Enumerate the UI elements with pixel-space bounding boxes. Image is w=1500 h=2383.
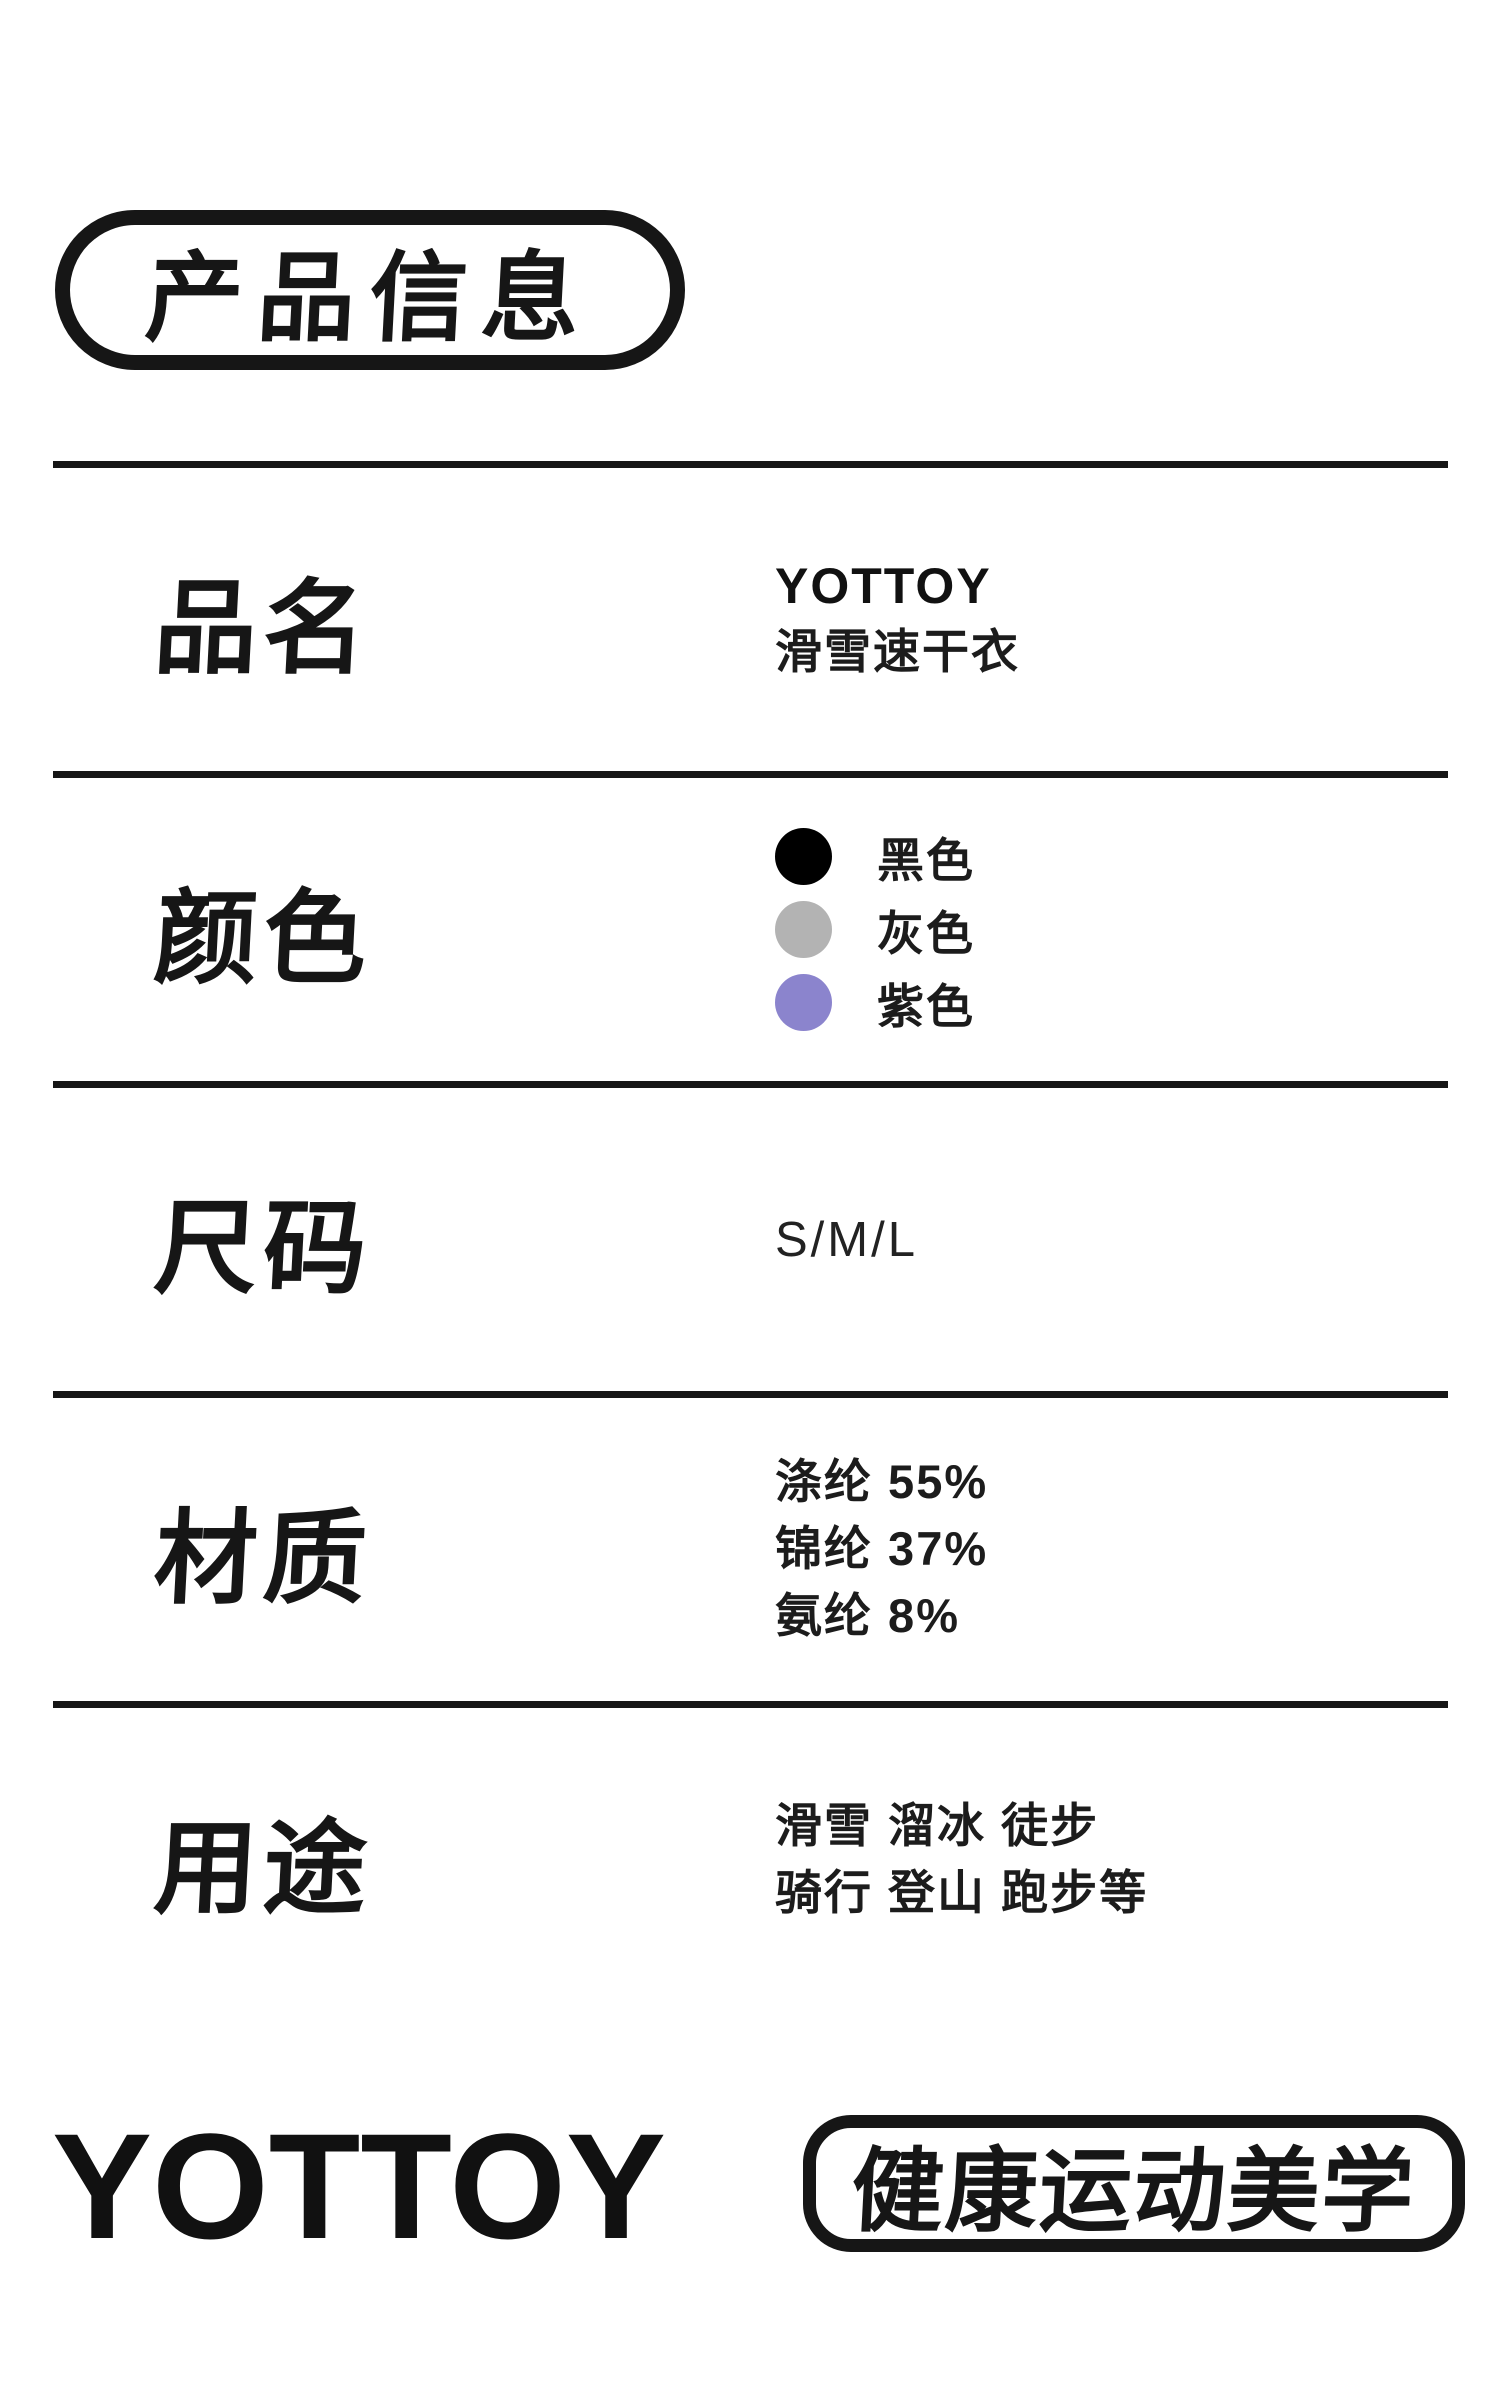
row-sizes: 尺码 S/M/L xyxy=(53,1081,1448,1391)
row-product-name: 品名 YOTTOY 滑雪速干衣 xyxy=(53,461,1448,771)
purple-swatch-icon xyxy=(775,974,832,1031)
sizes-value: S/M/L xyxy=(775,1088,918,1391)
brand-logo: YOTTOY xyxy=(52,2102,666,2270)
product-name-value: YOTTOY 滑雪速干衣 xyxy=(775,468,1020,771)
slogan-badge: 健康运动美学 xyxy=(803,2115,1465,2252)
color-option-gray: 灰色 xyxy=(775,893,975,966)
colors-value: 黑色 灰色 紫色 xyxy=(775,778,975,1081)
material-value: 涤纶 55% 锦纶 37% 氨纶 8% xyxy=(775,1398,988,1701)
usage-value: 滑雪 溜冰 徒步 骑行 登山 跑步等 xyxy=(775,1708,1148,2011)
gray-swatch-icon xyxy=(775,901,832,958)
usage-line-2: 骑行 登山 跑步等 xyxy=(775,1865,1149,1919)
brand-name-text: YOTTOY xyxy=(775,557,992,614)
material-line-3: 氨纶 8% xyxy=(775,1588,960,1642)
material-line-1: 涤纶 55% xyxy=(775,1455,989,1509)
product-info-badge: 产品信息 xyxy=(55,210,685,370)
color-option-purple: 紫色 xyxy=(775,966,975,1039)
page-title: 产品信息 xyxy=(142,243,597,353)
product-name-label: 品名 xyxy=(151,571,376,686)
row-colors: 颜色 黑色 灰色 紫色 xyxy=(53,771,1448,1081)
slogan-text: 健康运动美学 xyxy=(848,2141,1419,2243)
gray-color-name: 灰色 xyxy=(877,907,975,960)
black-color-name: 黑色 xyxy=(877,834,975,887)
purple-color-name: 紫色 xyxy=(877,980,975,1033)
sizes-label: 尺码 xyxy=(151,1191,376,1306)
material-label: 材质 xyxy=(151,1501,376,1616)
usage-label: 用途 xyxy=(151,1811,376,1926)
usage-line-1: 滑雪 溜冰 徒步 xyxy=(775,1798,1100,1852)
spec-table: 品名 YOTTOY 滑雪速干衣 颜色 黑色 灰色 紫色 尺码 S/M/L xyxy=(53,461,1448,2011)
row-usage: 用途 滑雪 溜冰 徒步 骑行 登山 跑步等 xyxy=(53,1701,1448,2011)
black-swatch-icon xyxy=(775,828,832,885)
product-title-text: 滑雪速干衣 xyxy=(775,624,1020,678)
color-option-black: 黑色 xyxy=(775,820,975,893)
row-material: 材质 涤纶 55% 锦纶 37% 氨纶 8% xyxy=(53,1391,1448,1701)
colors-label: 颜色 xyxy=(151,881,376,996)
size-options-text: S/M/L xyxy=(775,1212,918,1267)
material-line-2: 锦纶 37% xyxy=(775,1522,989,1576)
